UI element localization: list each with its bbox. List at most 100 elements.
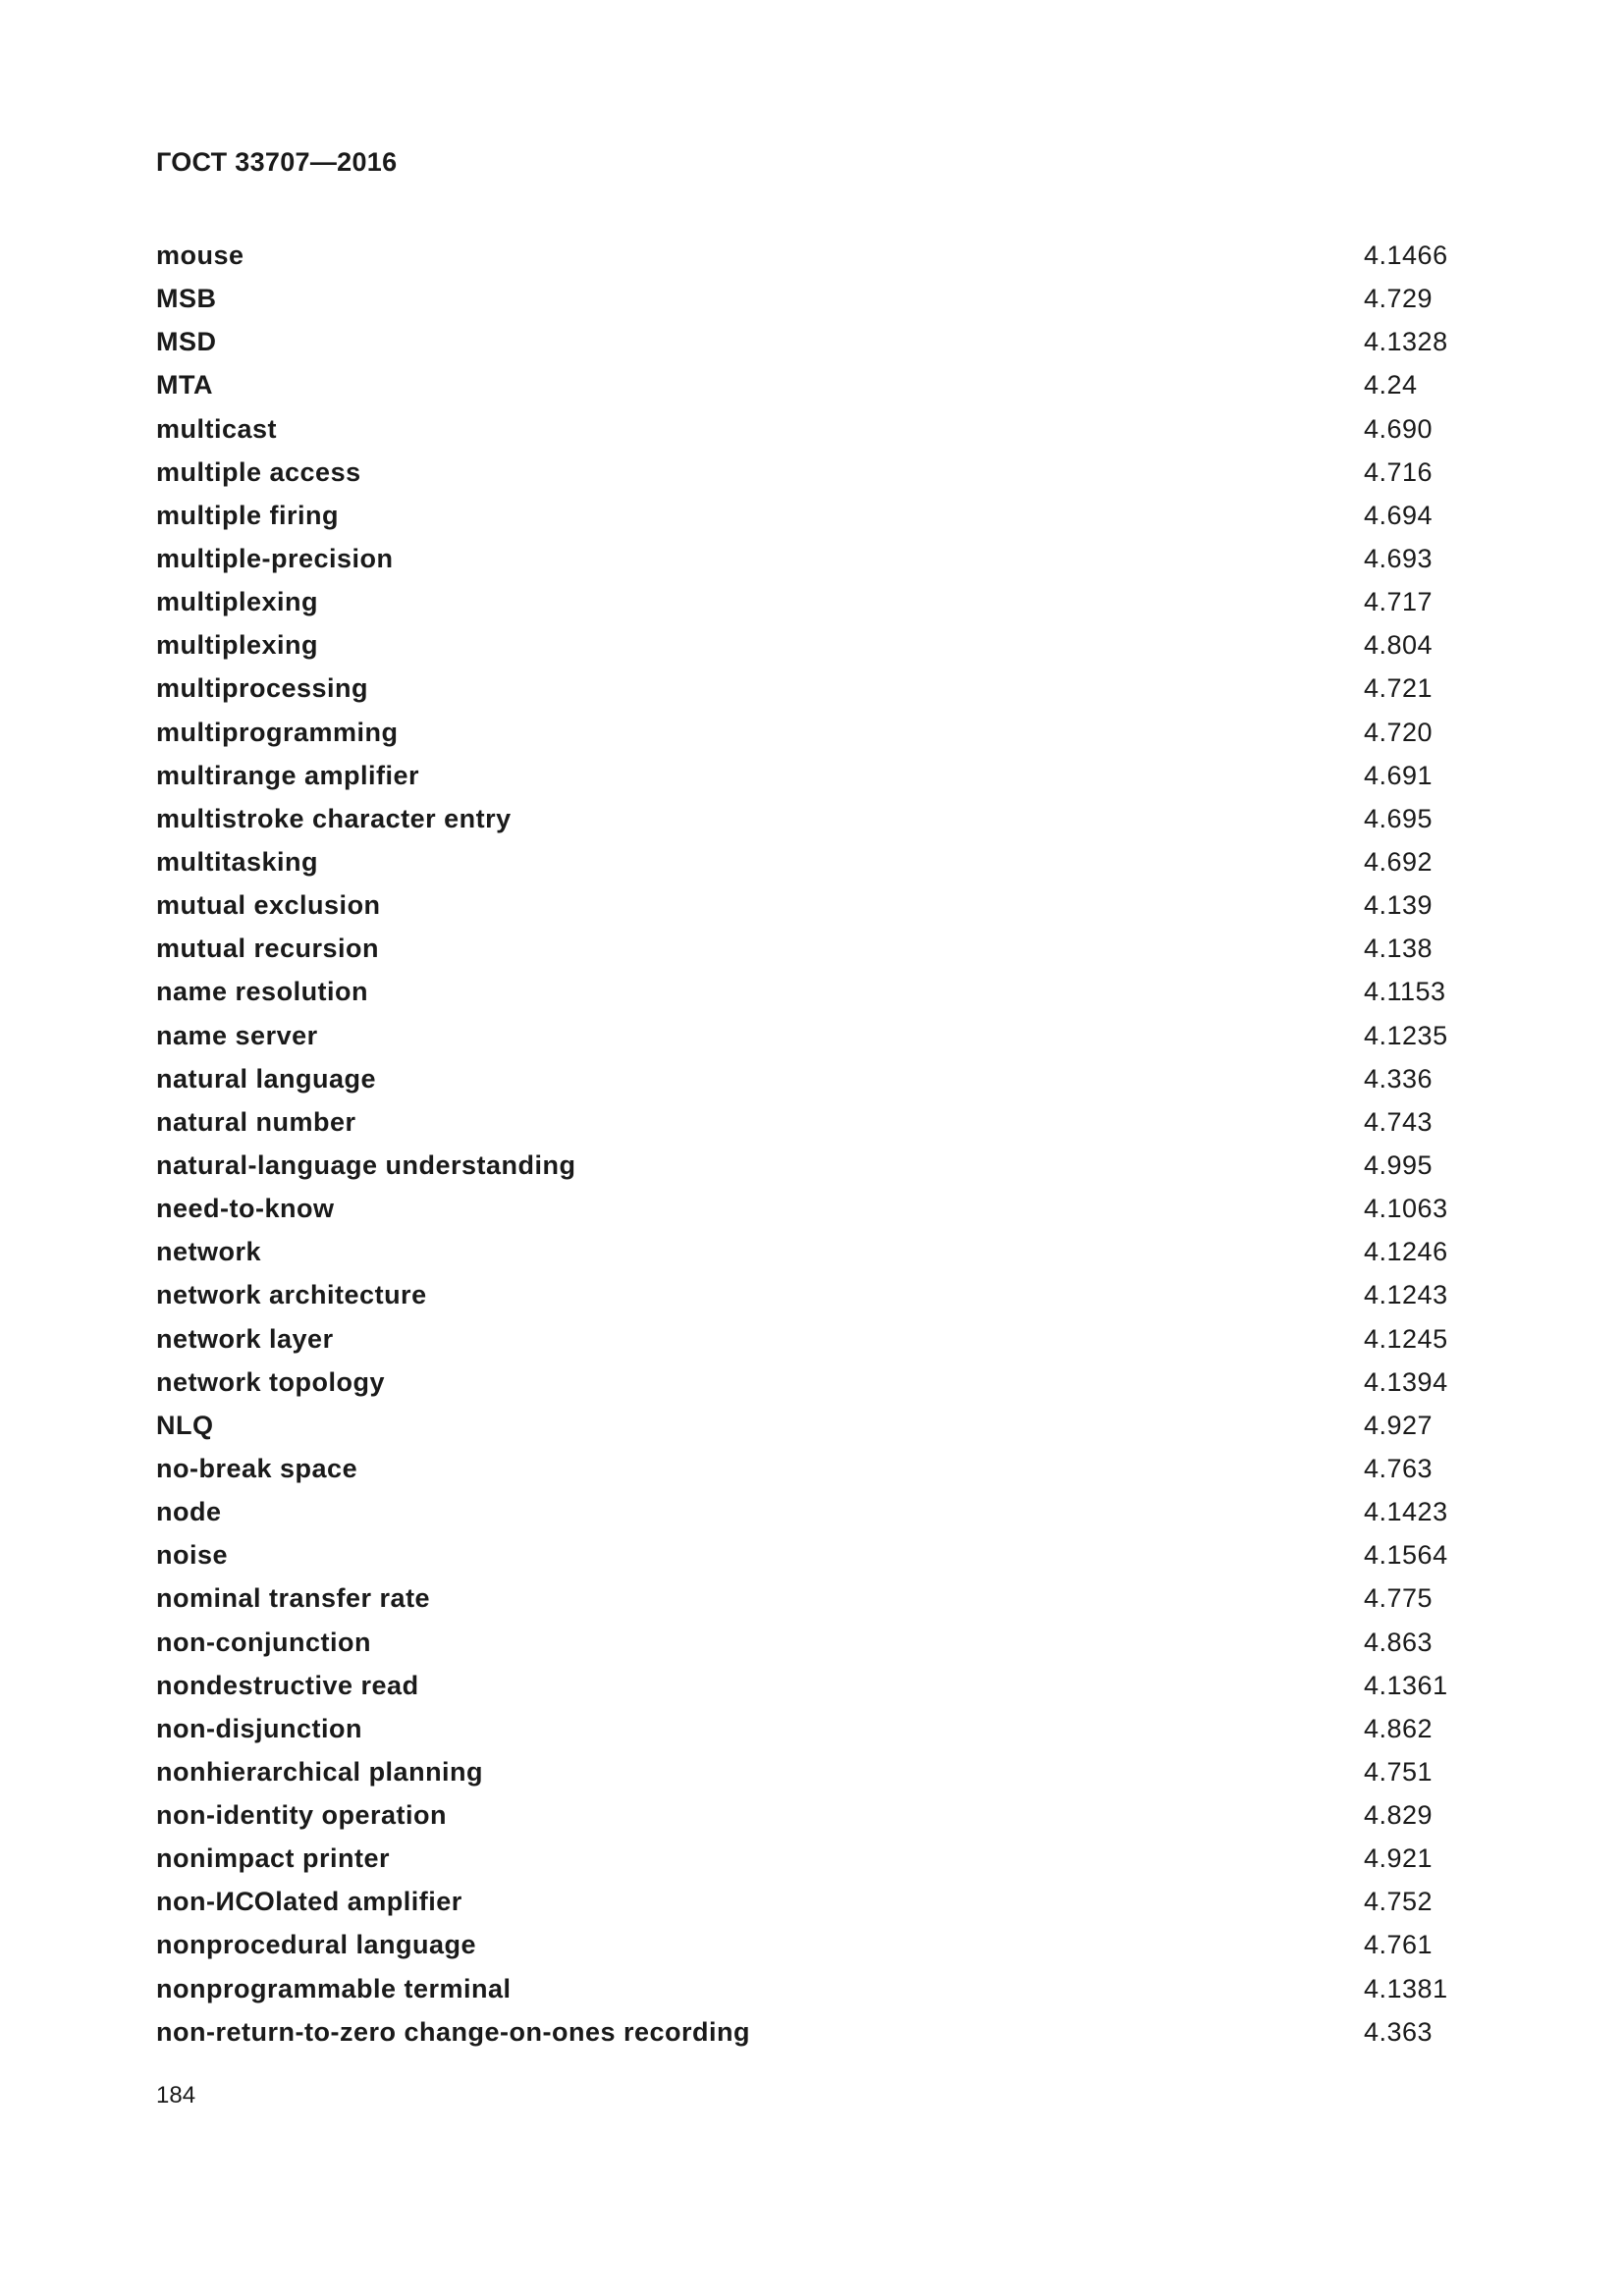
entry-reference: 4.1243 (1364, 1280, 1448, 1310)
entry-reference: 4.1394 (1364, 1366, 1448, 1397)
entry-term: MTA (156, 370, 213, 400)
entry-term: non-disjunction (156, 1713, 362, 1743)
entry-reference: 4.717 (1364, 587, 1434, 617)
index-entry: node 4.1423 (156, 1494, 1531, 1537)
entry-reference: 4.690 (1364, 413, 1434, 444)
entry-term: mutual exclusion (156, 890, 381, 921)
entry-term: MSB (156, 284, 217, 314)
index-entry: mutual recursion 4.138 (156, 931, 1531, 974)
index-entry: natural number 4.743 (156, 1104, 1531, 1148)
entry-term: multistroke character entry (156, 803, 512, 833)
entry-term: natural-language understanding (156, 1149, 576, 1180)
entry-reference: 4.1153 (1364, 977, 1446, 1007)
index-entry: mutual exclusion 4.139 (156, 887, 1531, 931)
index-entry: multicast 4.690 (156, 411, 1531, 454)
index-entry: name server 4.1235 (156, 1018, 1531, 1061)
entry-reference: 4.139 (1364, 890, 1434, 921)
index-entry: multistroke character entry 4.695 (156, 801, 1531, 844)
entry-reference: 4.138 (1364, 934, 1434, 964)
index-entry: multiplexing 4.804 (156, 627, 1531, 670)
index-entry: multitasking 4.692 (156, 844, 1531, 887)
entry-reference: 4.721 (1364, 673, 1434, 704)
index-entry: NLQ 4.927 (156, 1408, 1531, 1451)
entry-reference: 4.995 (1364, 1149, 1434, 1180)
entry-term: natural language (156, 1063, 377, 1094)
index-entry: non-return-to-zero change-on-ones record… (156, 2014, 1531, 2057)
index-entry: non-disjunction 4.862 (156, 1711, 1531, 1754)
entry-term: need-to-know (156, 1194, 335, 1224)
entry-reference: 4.720 (1364, 717, 1434, 747)
entry-term: noise (156, 1540, 229, 1571)
document-header: ГОСТ 33707—2016 (156, 147, 398, 177)
index-entry: network architecture 4.1243 (156, 1277, 1531, 1320)
entry-reference: 4.692 (1364, 846, 1434, 877)
index-entry: nonimpact printer 4.921 (156, 1841, 1531, 1884)
entry-reference: 4.743 (1364, 1106, 1434, 1137)
entry-term: no-break space (156, 1453, 358, 1483)
entry-term: node (156, 1497, 222, 1527)
entry-term: multiplexing (156, 587, 319, 617)
entry-term: nondestructive read (156, 1670, 419, 1700)
entry-reference: 4.775 (1364, 1583, 1434, 1614)
index-entry: nonprogrammable terminal 4.1381 (156, 1971, 1531, 2014)
entry-reference: 4.693 (1364, 543, 1434, 573)
entry-term: multiprogramming (156, 717, 399, 747)
entry-term: non-return-to-zero change-on-ones record… (156, 2016, 750, 2047)
entry-term: multiple-precision (156, 543, 394, 573)
entry-term: multitasking (156, 846, 319, 877)
index-entry: nondestructive read 4.1361 (156, 1668, 1531, 1711)
entry-reference: 4.1063 (1364, 1194, 1448, 1224)
entry-reference: 4.694 (1364, 500, 1434, 530)
index-entry: nonprocedural language 4.761 (156, 1927, 1531, 1970)
entry-term: nonprocedural language (156, 1930, 477, 1960)
index-entry: nominal transfer rate 4.775 (156, 1580, 1531, 1624)
entry-reference: 4.336 (1364, 1063, 1434, 1094)
entry-term: network layer (156, 1323, 334, 1354)
entry-reference: 4.695 (1364, 803, 1434, 833)
entry-term: network architecture (156, 1280, 427, 1310)
index-entry: name resolution 4.1153 (156, 974, 1531, 1017)
entry-reference: 4.763 (1364, 1453, 1434, 1483)
entry-term: multiplexing (156, 630, 319, 661)
entry-reference: 4.691 (1364, 760, 1434, 790)
entry-reference: 4.863 (1364, 1627, 1434, 1657)
index-entry: MSD 4.1328 (156, 324, 1531, 367)
index-entry: MSB 4.729 (156, 281, 1531, 324)
index-entry: need-to-know 4.1063 (156, 1191, 1531, 1234)
entry-reference: 4.1361 (1364, 1670, 1448, 1700)
entry-term: mouse (156, 240, 244, 270)
index-entry: network 4.1246 (156, 1234, 1531, 1277)
entry-reference: 4.363 (1364, 2016, 1434, 2047)
entry-reference: 4.751 (1364, 1756, 1434, 1787)
entry-reference: 4.829 (1364, 1800, 1434, 1831)
index-entry: nonhierarchical planning 4.751 (156, 1754, 1531, 1797)
entry-term: multiple access (156, 456, 361, 487)
index-list: mouse 4.1466 MSB 4.729 MSD 4.1328 MTA 4.24 multi… (156, 238, 1531, 2057)
index-entry: non-ИСОlated amplifier 4.752 (156, 1884, 1531, 1927)
index-entry: multiple-precision 4.693 (156, 541, 1531, 584)
entry-term: non-identity operation (156, 1800, 447, 1831)
index-entry: multiple access 4.716 (156, 454, 1531, 498)
index-entry: network topology 4.1394 (156, 1364, 1531, 1408)
entry-reference: 4.1328 (1364, 327, 1448, 357)
entry-reference: 4.1466 (1364, 240, 1448, 270)
entry-term: MSD (156, 327, 217, 357)
entry-reference: 4.921 (1364, 1843, 1434, 1874)
index-entry: non-conjunction 4.863 (156, 1625, 1531, 1668)
entry-reference: 4.1423 (1364, 1497, 1448, 1527)
entry-reference: 4.1246 (1364, 1237, 1448, 1267)
entry-reference: 4.761 (1364, 1930, 1434, 1960)
index-entry: multiplexing 4.717 (156, 584, 1531, 627)
entry-reference: 4.24 (1364, 370, 1418, 400)
index-entry: non-identity operation 4.829 (156, 1797, 1531, 1841)
entry-reference: 4.752 (1364, 1887, 1434, 1917)
entry-reference: 4.1235 (1364, 1020, 1448, 1050)
entry-reference: 4.716 (1364, 456, 1434, 487)
index-entry: multirange amplifier 4.691 (156, 758, 1531, 801)
index-entry: no-break space 4.763 (156, 1451, 1531, 1494)
entry-term: NLQ (156, 1410, 214, 1440)
entry-term: multicast (156, 413, 278, 444)
entry-term: non-ИСОlated amplifier (156, 1887, 462, 1917)
entry-term: name resolution (156, 977, 369, 1007)
entry-reference: 4.1381 (1364, 1973, 1448, 2003)
